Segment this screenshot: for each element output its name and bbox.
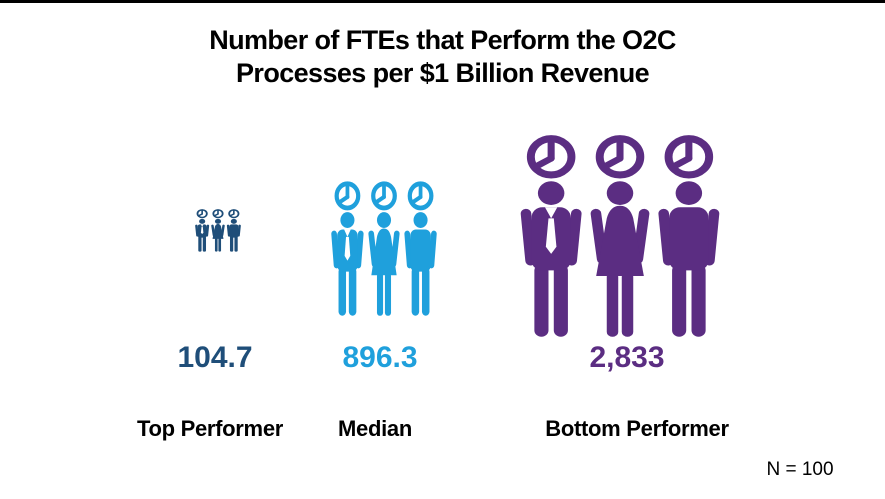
chart-title: Number of FTEs that Perform the O2C Proc…: [0, 24, 885, 90]
chart-title-line2: Processes per $1 Billion Revenue: [236, 57, 650, 88]
sample-size-note: N = 100: [766, 459, 834, 480]
label-top-performer: Top Performer: [136, 416, 284, 441]
label-bottom-performer: Bottom Performer: [545, 416, 729, 441]
pictogram-top-performer: [192, 208, 244, 253]
value-median: 896.3: [342, 341, 418, 374]
top-border-line: [0, 0, 885, 3]
label-median: Median: [338, 416, 412, 441]
person-man-tie-icon: [195, 210, 209, 252]
person-man-tie-icon: [331, 184, 364, 316]
person-woman-icon: [368, 184, 400, 316]
pictogram-median: [324, 178, 444, 320]
person-man-icon: [227, 210, 241, 252]
person-woman-icon: [590, 139, 650, 337]
person-man-icon: [658, 139, 720, 337]
value-top-performer: 104.7: [177, 341, 253, 374]
person-man-icon: [404, 184, 437, 316]
value-bottom-performer: 2,833: [589, 341, 665, 374]
person-man-tie-icon: [520, 139, 582, 337]
pictogram-bottom-performer: [507, 130, 733, 343]
chart-title-line1: Number of FTEs that Perform the O2C: [209, 25, 676, 55]
person-woman-icon: [211, 210, 225, 252]
